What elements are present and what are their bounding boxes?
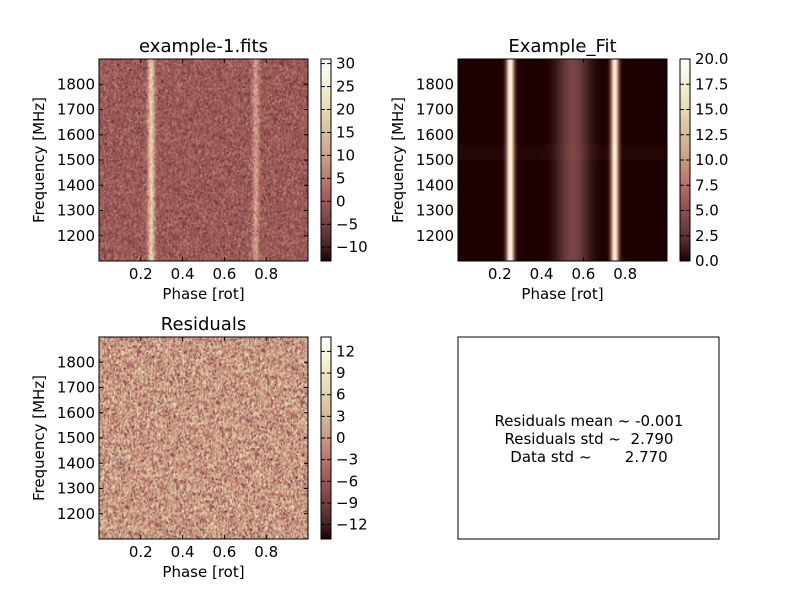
colorbar-tick-label: 9 <box>336 364 346 382</box>
y-tick-label: 1600 <box>57 126 95 144</box>
colorbar-tick-label: 10.0 <box>695 151 728 169</box>
x-tick-label: 0.2 <box>488 265 512 283</box>
x-tick-label: 0.4 <box>171 265 195 283</box>
colorbar-tick-label: 20.0 <box>695 50 728 68</box>
panel-data: example-1.fits 0.2 0.4 0.6 0.8 1200 1300 1400… <box>30 36 368 303</box>
x-tick-label: 0.6 <box>571 265 595 283</box>
y-tick-label: 1500 <box>57 151 95 169</box>
colorbar-tick-label: 3 <box>336 407 346 425</box>
colorbar-tick-label: −10 <box>336 238 368 256</box>
colorbar-tick-label: 10 <box>336 146 355 164</box>
panel-data-xticks: 0.2 0.4 0.6 0.8 <box>129 59 278 283</box>
colorbar-tick-label: −9 <box>336 494 358 512</box>
panel-residuals: Residuals 0.2 0.4 0.6 0.8 12001300140015001… <box>30 314 368 581</box>
panel-residuals-xticks: 0.2 0.4 0.6 0.8 <box>129 337 278 561</box>
panel-data-colorbar <box>321 59 331 261</box>
panel-data-heatmap <box>99 59 308 261</box>
x-tick-label: 0.4 <box>171 543 195 561</box>
panel-fit-ylabel: Frequency [MHz] <box>389 97 407 223</box>
colorbar-tick-label: −12 <box>336 516 368 534</box>
y-tick-label: 1800 <box>57 353 95 371</box>
stats-frame <box>457 336 720 540</box>
panel-fit-title: Example_Fit <box>508 36 616 57</box>
y-tick-label: 1700 <box>416 101 454 119</box>
colorbar-tick-label: 17.5 <box>695 75 728 93</box>
y-tick-label: 1800 <box>57 75 95 93</box>
x-tick-label: 0.8 <box>254 543 278 561</box>
y-tick-label: 1400 <box>57 454 95 472</box>
panel-residuals-title: Residuals <box>161 314 246 335</box>
x-tick-label: 0.4 <box>530 265 554 283</box>
y-tick-label: 1600 <box>416 126 454 144</box>
panel-residuals-ylabel: Frequency [MHz] <box>30 375 48 501</box>
colorbar-tick-label: 0.0 <box>695 252 719 270</box>
panel-stats: Residuals mean ~ -0.001 Residuals std ~ … <box>457 336 720 540</box>
colorbar-tick-label: 15.0 <box>695 101 728 119</box>
y-tick-label: 1300 <box>416 202 454 220</box>
colorbar-tick-label: 7.5 <box>695 176 719 194</box>
panel-data-colorbar-frame <box>320 58 332 262</box>
colorbar-tick-label: −3 <box>336 451 358 469</box>
colorbar-tick-label: 12.5 <box>695 126 728 144</box>
colorbar-tick-label: −5 <box>336 215 358 233</box>
colorbar-tick-label: 0 <box>336 192 346 210</box>
panel-fit: Example_Fit 0.2 0.4 0.6 0.8 1200 1300 1400 150… <box>389 36 728 303</box>
y-tick-label: 1200 <box>416 227 454 245</box>
colorbar-tick-label: 5.0 <box>695 202 719 220</box>
panel-fit-xlabel: Phase [rot] <box>521 285 603 303</box>
x-tick-label: 0.6 <box>212 265 236 283</box>
y-tick-label: 1300 <box>57 480 95 498</box>
x-tick-label: 0.8 <box>613 265 637 283</box>
panel-data-title: example-1.fits <box>139 36 268 57</box>
x-tick-label: 0.8 <box>254 265 278 283</box>
colorbar-tick-label: 6 <box>336 386 346 404</box>
y-tick-label: 1200 <box>57 227 95 245</box>
colorbar-tick-label: 12 <box>336 342 355 360</box>
y-tick-label: 1600 <box>57 404 95 422</box>
y-tick-label: 1400 <box>57 176 95 194</box>
colorbar-tick-label: 2.5 <box>695 227 719 245</box>
x-tick-label: 0.2 <box>129 265 153 283</box>
panel-fit-colorbar <box>680 59 690 261</box>
colorbar-tick-label: 25 <box>336 78 355 96</box>
panel-data-ylabel: Frequency [MHz] <box>30 97 48 223</box>
stats-std-text: Residuals std ~ 2.790 <box>505 430 674 448</box>
y-tick-label: 1500 <box>416 151 454 169</box>
y-tick-label: 1700 <box>57 101 95 119</box>
panel-data-yticks: 1200 1300 1400 1500 1600 1700 1800 <box>57 75 308 245</box>
colorbar-tick-label: 0 <box>336 429 346 447</box>
panel-fit-yticks: 1200 1300 1400 1500 1600 1700 1800 <box>416 75 667 245</box>
panel-fit-colorbar-ticks: 20.0 17.5 15.0 12.5 10.0 7.5 5.0 2.5 0.0 <box>680 50 728 270</box>
panel-residuals-heatmap <box>99 337 308 539</box>
panel-residuals-yticks: 1200 1300 1400 1500 1600 1700 1800 <box>57 353 308 523</box>
y-tick-label: 1400 <box>416 176 454 194</box>
panel-data-colorbar-ticks: 30 25 20 15 10 5 0 −5 −10 <box>321 55 368 256</box>
y-tick-label: 1700 <box>57 379 95 397</box>
stats-data-text: Data std ~ 2.770 <box>510 448 667 466</box>
panel-fit-heatmap <box>458 59 667 261</box>
y-tick-label: 1800 <box>416 75 454 93</box>
panel-residuals-xlabel: Phase [rot] <box>162 563 244 581</box>
x-tick-label: 0.6 <box>212 543 236 561</box>
y-tick-label: 1500 <box>57 429 95 447</box>
x-tick-label: 0.2 <box>129 543 153 561</box>
y-tick-label: 1300 <box>57 202 95 220</box>
colorbar-tick-label: −6 <box>336 472 358 490</box>
colorbar-tick-label: 15 <box>336 123 355 141</box>
panel-data-xlabel: Phase [rot] <box>162 285 244 303</box>
panel-residuals-colorbar-ticks: 12 9 6 3 0 −3 −6 −9 −12 <box>321 342 368 534</box>
stats-mean-text: Residuals mean ~ -0.001 <box>495 412 684 430</box>
colorbar-tick-label: 5 <box>336 169 346 187</box>
panel-residuals-colorbar <box>321 337 331 539</box>
colorbar-tick-label: 20 <box>336 101 355 119</box>
colorbar-tick-label: 30 <box>336 55 355 73</box>
y-tick-label: 1200 <box>57 505 95 523</box>
panel-fit-xticks: 0.2 0.4 0.6 0.8 <box>488 59 637 283</box>
